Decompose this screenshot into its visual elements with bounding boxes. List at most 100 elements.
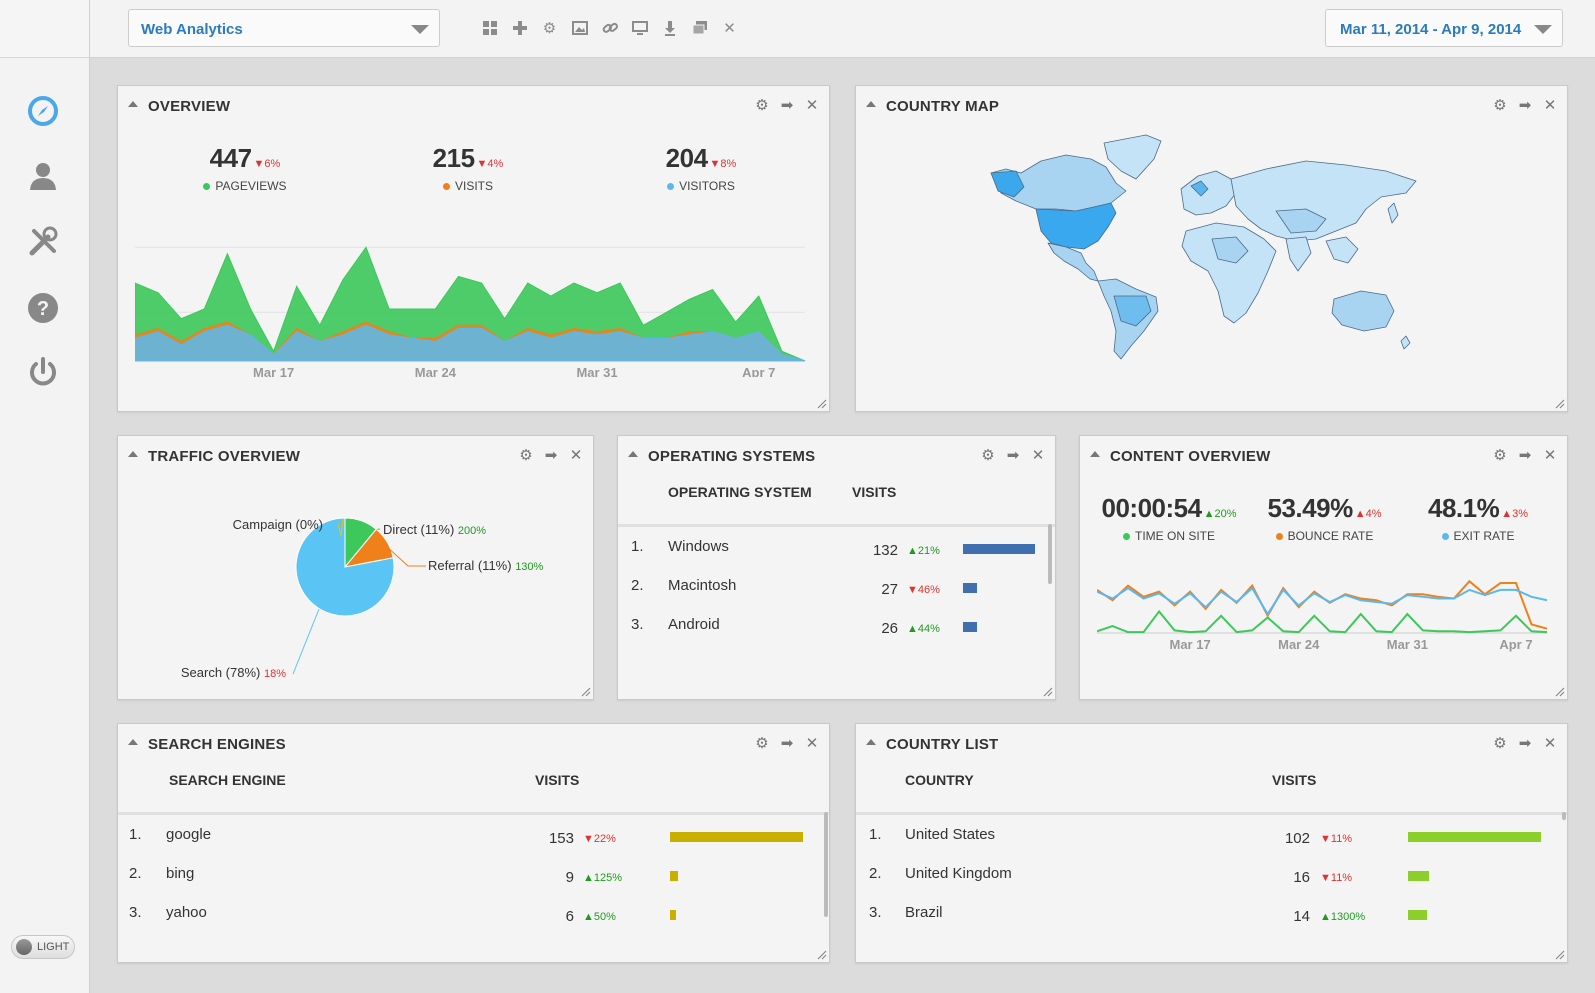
collapse-icon[interactable] — [128, 739, 138, 745]
scrollbar[interactable] — [1048, 524, 1052, 584]
panel-header: TRAFFIC OVERVIEW ⚙ ➡ ✕ — [118, 436, 593, 474]
table-row[interactable]: 3. Android 26 ▲44% — [618, 616, 1055, 652]
resize-handle-icon[interactable] — [815, 948, 827, 960]
link-icon[interactable] — [600, 18, 619, 37]
panel-title: CONTENT OVERVIEW — [1110, 448, 1271, 465]
arrow-right-icon[interactable]: ➡ — [1006, 447, 1020, 464]
dashboard-select[interactable]: Web Analytics — [128, 9, 440, 47]
close-icon[interactable]: ✕ — [723, 19, 736, 37]
resize-handle-icon[interactable] — [1553, 948, 1565, 960]
gear-icon[interactable]: ⚙ — [519, 447, 533, 464]
column-header-name[interactable]: SEARCH ENGINE — [169, 772, 286, 788]
gear-icon[interactable]: ⚙ — [1493, 97, 1507, 114]
row-index: 2. — [129, 865, 142, 882]
stat-change: ▲4% — [1354, 508, 1382, 520]
table-row[interactable]: 3. Brazil 14 ▲1300% — [856, 904, 1567, 938]
close-icon[interactable]: ✕ — [805, 97, 819, 114]
grid-icon[interactable] — [480, 18, 499, 37]
panel-header: OVERVIEW ⚙ ➡ ✕ — [118, 86, 829, 124]
collapse-icon[interactable] — [628, 451, 638, 457]
resize-handle-icon[interactable] — [1553, 685, 1565, 697]
stat-label: PAGEVIEWS — [215, 179, 287, 193]
table-row[interactable]: 3. yahoo 6 ▲50% — [118, 904, 829, 938]
arrow-right-icon[interactable]: ➡ — [780, 735, 794, 752]
close-icon[interactable]: ✕ — [1543, 447, 1557, 464]
stat-label: BOUNCE RATE — [1287, 529, 1374, 543]
table-row[interactable]: 2. Macintosh 27 ▼46% — [618, 577, 1055, 613]
close-icon[interactable]: ✕ — [1031, 447, 1045, 464]
row-index: 1. — [631, 538, 644, 555]
arrow-right-icon[interactable]: ➡ — [780, 97, 794, 114]
close-icon[interactable]: ✕ — [1543, 735, 1557, 752]
image-icon[interactable] — [570, 18, 589, 37]
stat-label: VISITORS — [679, 179, 735, 193]
collapse-icon[interactable] — [866, 739, 876, 745]
theme-toggle[interactable]: LIGHT — [11, 935, 75, 959]
close-icon[interactable]: ✕ — [569, 447, 583, 464]
gear-icon[interactable]: ⚙ — [1493, 447, 1507, 464]
monitor-icon[interactable] — [630, 18, 649, 37]
series-line-exit-rate — [1097, 586, 1548, 616]
country-list-panel: COUNTRY LIST ⚙ ➡ ✕ COUNTRY VISITS 1. Unit… — [855, 723, 1568, 963]
row-bar — [963, 622, 978, 632]
resize-handle-icon[interactable] — [1041, 685, 1053, 697]
download-icon[interactable] — [660, 18, 679, 37]
add-icon[interactable] — [510, 18, 529, 37]
gear-icon[interactable]: ⚙ — [542, 19, 557, 37]
collapse-icon[interactable] — [128, 451, 138, 457]
help-icon[interactable]: ? — [25, 290, 61, 326]
x-tick-label: Mar 24 — [415, 365, 457, 377]
gear-icon[interactable]: ⚙ — [755, 735, 769, 752]
collapse-icon[interactable] — [866, 101, 876, 107]
table-row[interactable]: 1. Windows 132 ▲21% — [618, 538, 1055, 574]
panel-header: COUNTRY LIST ⚙ ➡ ✕ — [856, 724, 1567, 762]
gear-icon[interactable]: ⚙ — [1493, 735, 1507, 752]
arrow-right-icon[interactable]: ➡ — [1518, 447, 1532, 464]
column-header-visits[interactable]: VISITS — [852, 484, 897, 500]
tools-icon[interactable] — [25, 224, 61, 260]
resize-handle-icon[interactable] — [579, 685, 591, 697]
date-range-picker[interactable]: Mar 11, 2014 - Apr 9, 2014 — [1325, 9, 1563, 47]
collapse-icon[interactable] — [128, 101, 138, 107]
arrow-right-icon[interactable]: ➡ — [544, 447, 558, 464]
gear-icon[interactable]: ⚙ — [755, 97, 769, 114]
search-table-body: 1. google 153 ▼22% 2. bing 9 ▲125% 3. yahoo 6 ▲50% — [118, 724, 829, 938]
compass-icon[interactable] — [25, 93, 61, 129]
arrow-right-icon[interactable]: ➡ — [1518, 97, 1532, 114]
arrow-right-icon[interactable]: ➡ — [1518, 735, 1532, 752]
theme-toggle-label: LIGHT — [37, 941, 70, 953]
collapse-icon[interactable] — [1090, 451, 1100, 457]
scrollbar[interactable] — [1562, 812, 1566, 820]
column-header-visits[interactable]: VISITS — [535, 772, 580, 788]
legend-dot — [1275, 532, 1283, 540]
gear-icon[interactable]: ⚙ — [981, 447, 995, 464]
panel-tools: ⚙ ➡ ✕ — [1491, 96, 1559, 114]
table-row[interactable]: 1. google 153 ▼22% — [118, 826, 829, 862]
table-row[interactable]: 2. bing 9 ▲125% — [118, 865, 829, 901]
row-change: ▲21% — [907, 545, 940, 557]
user-icon[interactable] — [25, 158, 61, 194]
content-overview-panel: CONTENT OVERVIEW ⚙ ➡ ✕ 00:00:54 ▲20% TIME… — [1079, 435, 1568, 700]
scrollbar[interactable] — [824, 812, 828, 917]
world-map[interactable] — [986, 131, 1436, 361]
copy-icon[interactable] — [690, 18, 709, 37]
table-row[interactable]: 1. United States 102 ▼11% — [856, 826, 1567, 862]
pie-leader-line — [352, 518, 381, 533]
column-header-visits[interactable]: VISITS — [1272, 772, 1317, 788]
table-row[interactable]: 2. United Kingdom 16 ▼11% — [856, 865, 1567, 901]
panel-header: CONTENT OVERVIEW ⚙ ➡ ✕ — [1080, 436, 1567, 474]
power-icon[interactable] — [25, 354, 61, 390]
close-icon[interactable]: ✕ — [1543, 97, 1557, 114]
panel-header: COUNTRY MAP ⚙ ➡ ✕ — [856, 86, 1567, 124]
stat-value: 447 — [209, 143, 252, 173]
resize-handle-icon[interactable] — [815, 397, 827, 409]
row-visits: 6 — [565, 908, 574, 925]
panel-title: TRAFFIC OVERVIEW — [148, 448, 301, 465]
row-change: ▲44% — [907, 623, 940, 635]
column-header-name[interactable]: OPERATING SYSTEM — [668, 484, 812, 500]
column-header-name[interactable]: COUNTRY — [905, 772, 974, 788]
close-icon[interactable]: ✕ — [805, 735, 819, 752]
resize-handle-icon[interactable] — [1553, 397, 1565, 409]
row-name: Windows — [668, 538, 729, 555]
panel-title: COUNTRY LIST — [886, 736, 999, 753]
